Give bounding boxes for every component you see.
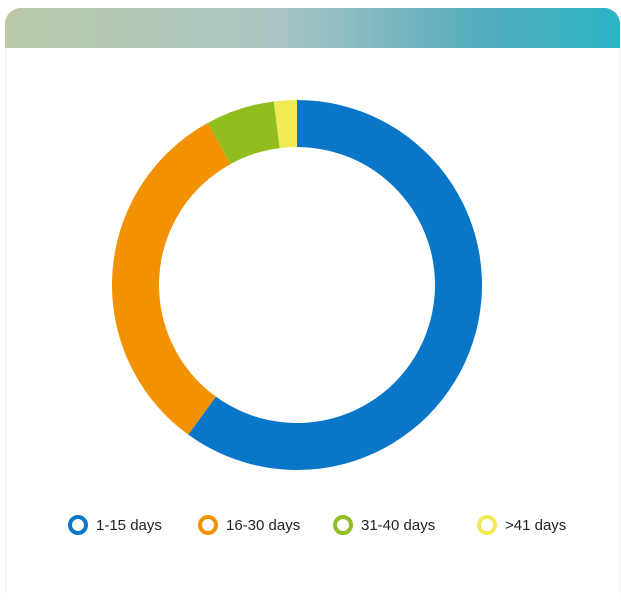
donut-segment [188, 100, 482, 471]
legend-icon [477, 515, 497, 535]
legend: 1-15 days 16-30 days 31-40 days >41 days [68, 515, 566, 535]
donut-segment [273, 100, 297, 149]
legend-icon [68, 515, 88, 535]
card-bg [5, 8, 620, 605]
donut-segment [111, 122, 231, 435]
card [5, 8, 620, 605]
legend-label: 1-15 days [96, 517, 162, 534]
legend-label: 31-40 days [361, 517, 435, 534]
card-header [5, 8, 620, 48]
legend-label: >41 days [505, 517, 566, 534]
legend-icon [333, 515, 353, 535]
legend-label: 16-30 days [226, 517, 300, 534]
legend-icon [198, 515, 218, 535]
donut-segment [207, 101, 280, 165]
donut [111, 100, 482, 471]
